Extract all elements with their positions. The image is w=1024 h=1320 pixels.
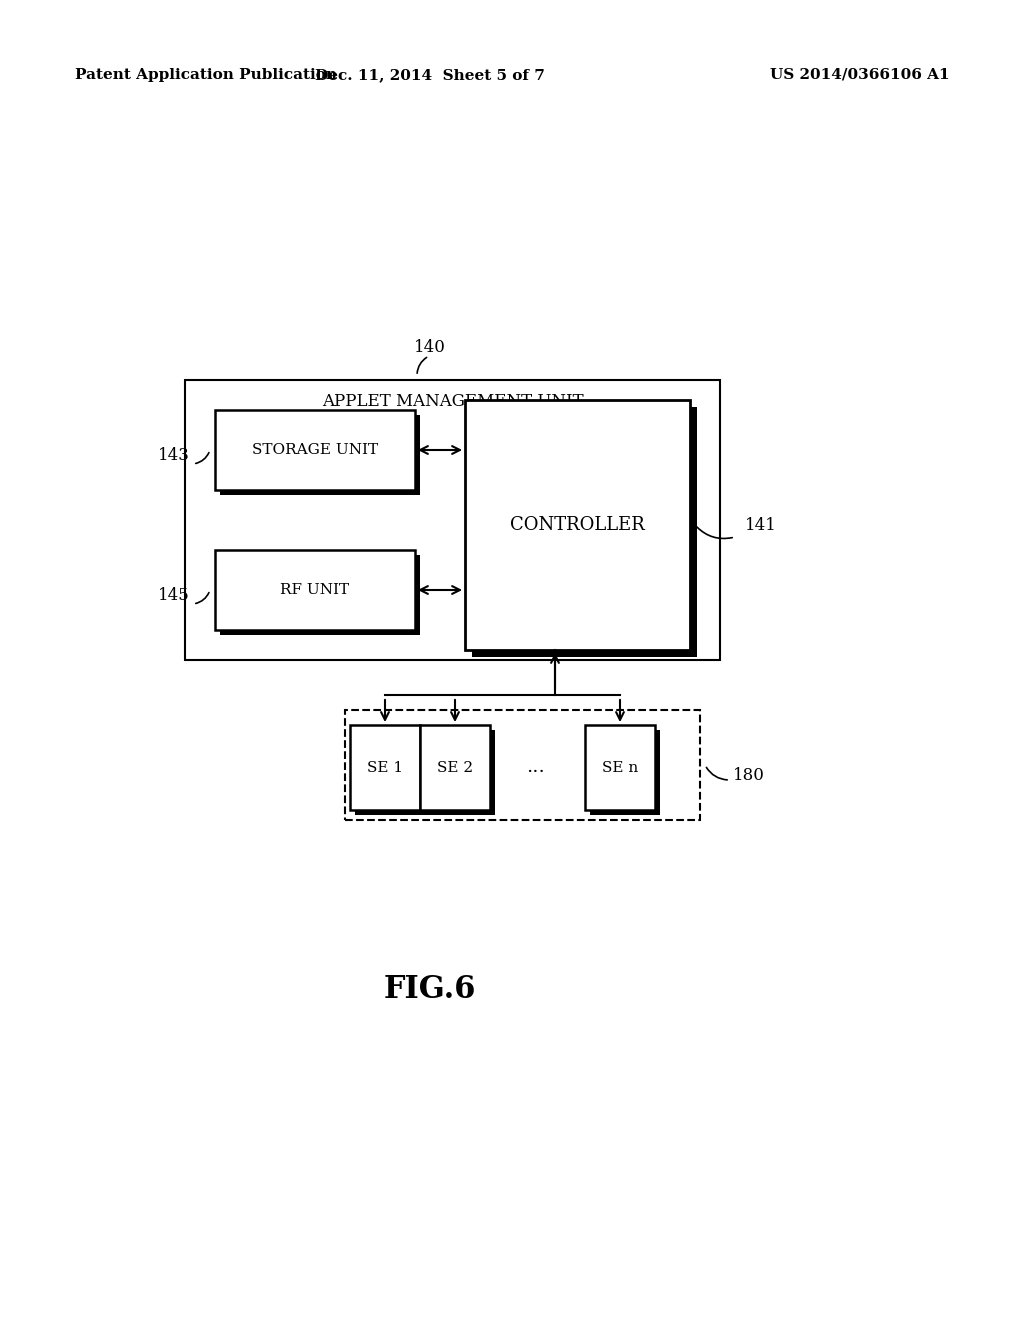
FancyBboxPatch shape xyxy=(472,407,697,657)
FancyBboxPatch shape xyxy=(215,550,415,630)
FancyBboxPatch shape xyxy=(220,554,420,635)
FancyBboxPatch shape xyxy=(215,411,415,490)
Text: STORAGE UNIT: STORAGE UNIT xyxy=(252,444,378,457)
Text: 145: 145 xyxy=(159,586,190,603)
FancyBboxPatch shape xyxy=(220,414,420,495)
Text: SE n: SE n xyxy=(602,760,638,775)
Text: 180: 180 xyxy=(733,767,765,784)
Text: US 2014/0366106 A1: US 2014/0366106 A1 xyxy=(770,69,950,82)
Text: SE 1: SE 1 xyxy=(367,760,403,775)
FancyBboxPatch shape xyxy=(425,730,495,814)
FancyBboxPatch shape xyxy=(185,380,720,660)
Text: FIG.6: FIG.6 xyxy=(384,974,476,1006)
FancyBboxPatch shape xyxy=(420,725,490,810)
Text: ...: ... xyxy=(525,759,545,776)
Text: 143: 143 xyxy=(158,446,190,463)
Text: 141: 141 xyxy=(745,516,777,533)
FancyBboxPatch shape xyxy=(355,730,425,814)
Text: RF UNIT: RF UNIT xyxy=(281,583,349,597)
Text: APPLET MANAGEMENT UNIT: APPLET MANAGEMENT UNIT xyxy=(322,393,584,411)
FancyBboxPatch shape xyxy=(585,725,655,810)
Text: SE 2: SE 2 xyxy=(437,760,473,775)
Text: 140: 140 xyxy=(414,339,445,356)
FancyBboxPatch shape xyxy=(350,725,420,810)
Text: CONTROLLER: CONTROLLER xyxy=(510,516,645,535)
Text: Dec. 11, 2014  Sheet 5 of 7: Dec. 11, 2014 Sheet 5 of 7 xyxy=(315,69,545,82)
Text: Patent Application Publication: Patent Application Publication xyxy=(75,69,337,82)
FancyBboxPatch shape xyxy=(345,710,700,820)
FancyBboxPatch shape xyxy=(465,400,690,649)
FancyBboxPatch shape xyxy=(590,730,660,814)
